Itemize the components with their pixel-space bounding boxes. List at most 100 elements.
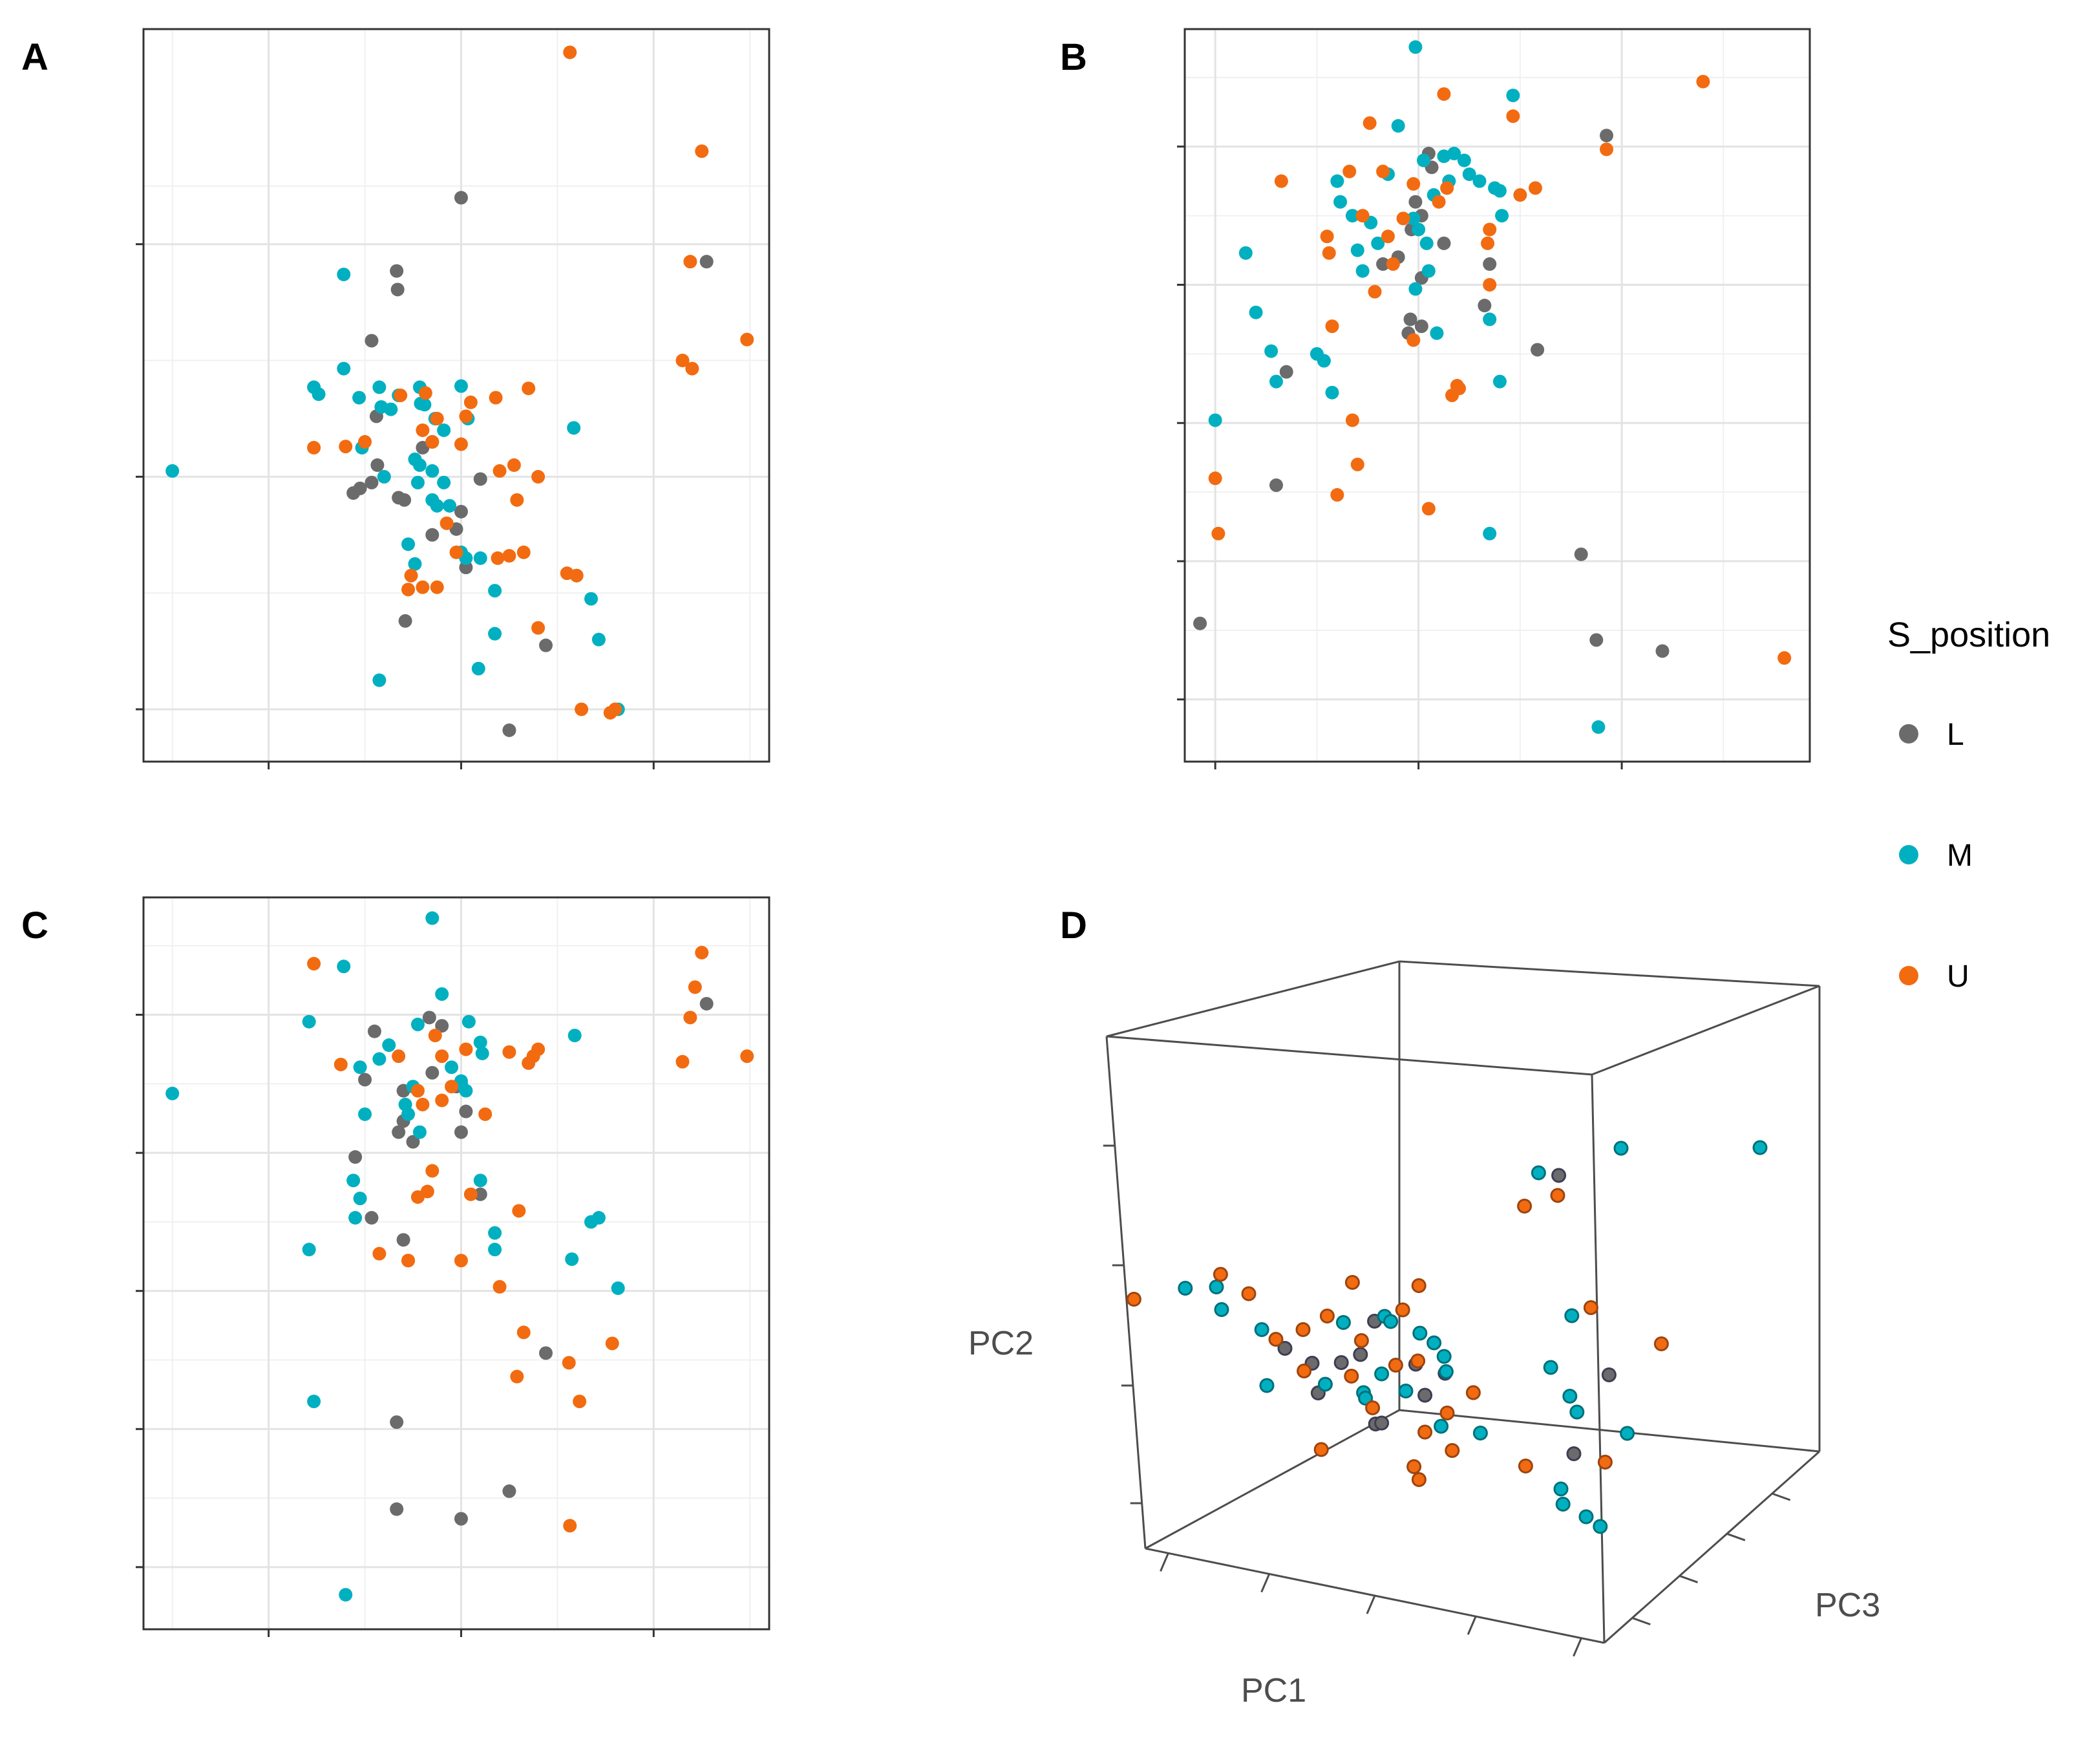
panel-c-point-m [358,1107,372,1121]
panel-c-point-u [445,1080,459,1094]
3d-point-m [1569,1404,1585,1420]
panel-b-point-l [1193,616,1207,630]
panel-b-point-m [1350,243,1364,257]
panel-a-point-u [489,391,503,405]
panel-b-point-m [1264,344,1278,358]
panel-b-point-u [1330,487,1344,502]
panel-a-point-m [412,458,427,472]
3d-point-u [1597,1455,1613,1470]
3d-point-m [1358,1391,1373,1406]
panel-a-point-l [365,334,379,348]
panel-a-point-m [418,398,432,412]
panel-b-point-u [1381,230,1395,244]
legend-label-m: M [1947,839,1973,873]
panel-a-point-m [437,423,451,437]
panel-c-point-l [365,1211,379,1225]
3d-point-l [1551,1168,1567,1183]
panel-c-point-m [339,1588,353,1602]
3d-point-u [1550,1188,1565,1203]
panel-a-point-u [695,144,709,158]
panel-b-point-u [1513,188,1527,202]
panel-c-point-m [346,1173,361,1188]
panel-c-point-m [337,959,351,974]
panel-c-scatter [136,896,770,1637]
panel-b-point-u [1325,319,1339,334]
panel-a-point-m [437,475,451,489]
3d-point-m [1317,1376,1333,1392]
panel-b-point-m [1447,146,1461,160]
axis-label-pc2: PC2 [968,1325,1034,1362]
panel-a-point-l [353,481,367,495]
panel-b-point-m [1208,413,1222,427]
panel-c-point-l [406,1135,420,1149]
3d-point-m [1593,1519,1608,1534]
panel-c-point-l [502,1484,516,1498]
panel-c-point-l [454,1125,468,1139]
panel-b-point-m [1430,326,1444,340]
3d-point-m [1555,1497,1571,1512]
3d-point-u [1268,1332,1284,1347]
3d-point-m [1531,1165,1546,1181]
panel-a-point-l [473,472,487,486]
panel-b-point-m [1406,211,1421,226]
panel-b-point-u [1320,230,1334,244]
panel-b-point-m [1408,282,1423,296]
panel-c-point-l [435,1019,449,1033]
panel-c-point-u [425,1164,440,1178]
panel-a-point-m [488,626,502,641]
panel-a-point-u [507,458,521,472]
panel-c-point-m [401,1107,416,1121]
panel-c-point-l [396,1233,410,1247]
panel-c-point-u [695,945,709,959]
panel-b-point-u [1528,181,1542,195]
panel-b-point-u [1376,164,1390,178]
panel-c-point-u [410,1084,425,1098]
panel-c-point-u [478,1107,493,1121]
panel-c-point-m [475,1046,489,1060]
panel-a-point-m [410,475,425,489]
panel-a-point-u [683,255,697,269]
panel-a-point-m [425,464,440,478]
panel-c-point-u [493,1279,507,1294]
panel-b-point-m [1495,209,1509,223]
cube-edge [1399,960,1820,987]
panel-a-point-u [425,434,440,449]
panel-c-point-l [425,1065,440,1080]
legend-title: S_position [1887,616,2050,654]
3d-point-l [1353,1347,1368,1362]
panel-b-point-m [1417,153,1431,167]
panel-a-point-m [488,584,502,598]
pc1-tick-mark [1260,1573,1271,1593]
3d-point-m [1752,1140,1768,1155]
panel-a-point-m [372,673,387,687]
legend-key-l [1899,724,1918,744]
panel-c-point-u [688,980,702,994]
panel-c-point-l [358,1073,372,1087]
panel-b-point-m [1506,89,1520,103]
3d-point-u [1388,1358,1403,1373]
pc3-tick-mark [1631,1617,1651,1625]
panel-a-point-u [516,545,531,559]
panel-c-point-u [435,1049,449,1064]
3d-point-m [1562,1389,1578,1404]
panel-b-point-l [1403,312,1417,327]
panel-b-point-m [1238,246,1253,260]
3d-point-u [1583,1300,1598,1315]
panel-b-point-u [1355,209,1370,223]
pc1-tick-mark [1573,1638,1582,1657]
3d-point-m [1613,1140,1629,1156]
3d-point-u [1297,1364,1312,1378]
panel-b-point-u [1342,164,1357,178]
3d-point-m [1434,1418,1449,1434]
legend-key-m [1899,845,1918,864]
panel-a-point-u [569,568,584,583]
3d-point-m [1564,1308,1580,1323]
3d-point-m [1254,1322,1269,1337]
3d-point-u [1465,1385,1481,1400]
3d-point-m [1383,1314,1399,1329]
panel-b-point-m [1492,374,1507,389]
panel-a-point-m [401,537,416,551]
panel-c-border [142,896,770,1631]
panel-b-point-l [1600,129,1614,143]
panel-b-point-m [1345,209,1359,223]
